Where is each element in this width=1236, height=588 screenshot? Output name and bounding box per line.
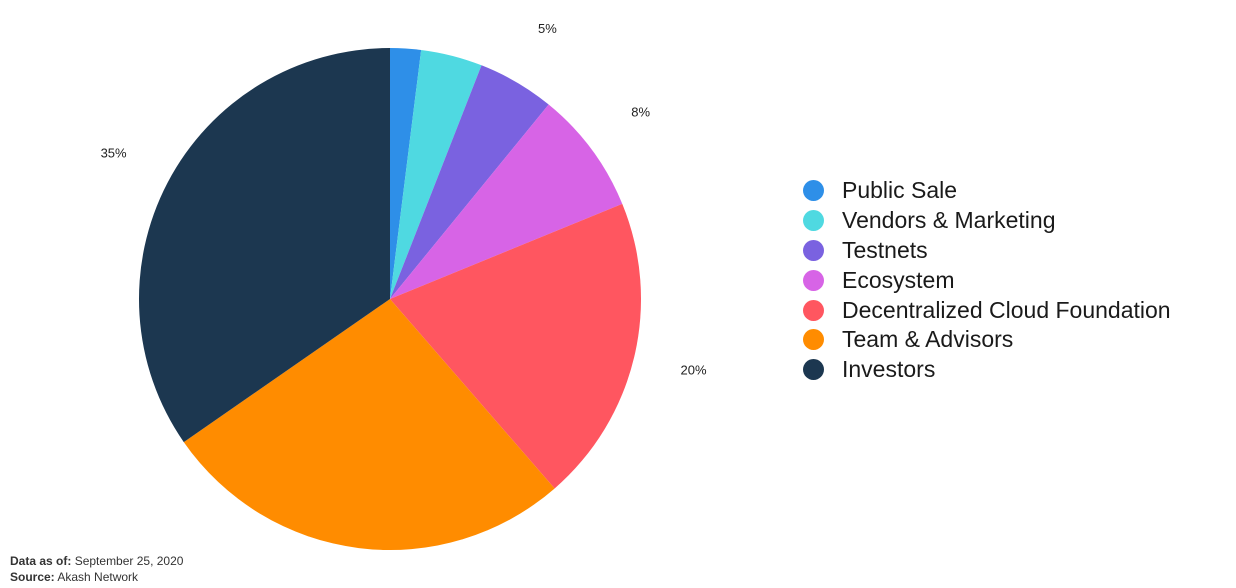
chart-legend: Public Sale Vendors & Marketing Testnets Ec… xyxy=(803,176,1171,385)
legend-item-investors: Investors xyxy=(803,355,1171,385)
legend-label: Investors xyxy=(842,356,936,383)
legend-item-vendors-and-marketing: Vendors & Marketing xyxy=(803,206,1171,236)
pie-label-vendors-and-marketing: 4% xyxy=(457,0,476,3)
pie-slice-decentralized-cloud-foundation xyxy=(390,203,642,489)
pie-labels: 2%4%5%8%20%27%35% xyxy=(101,0,707,378)
source-value: Akash Network xyxy=(57,570,139,584)
legend-item-ecosystem: Ecosystem xyxy=(803,265,1171,295)
legend-item-decentralized-cloud-foundation: Decentralized Cloud Foundation xyxy=(803,295,1171,325)
source-label: Source: xyxy=(10,570,55,584)
legend-item-testnets: Testnets xyxy=(803,236,1171,266)
data-date-label: Data as of: xyxy=(10,554,72,568)
data-date-value: September 25, 2020 xyxy=(74,554,184,568)
legend-swatch-icon xyxy=(803,239,824,261)
legend-label: Vendors & Marketing xyxy=(842,207,1056,234)
pie-label-investors: 35% xyxy=(101,146,127,161)
pie-slice-vendors-and-marketing xyxy=(390,49,482,299)
pie-slice-team-and-advisors xyxy=(183,299,555,551)
pie-label-decentralized-cloud-foundation: 20% xyxy=(680,363,706,378)
source-line: Source: Akash Network xyxy=(10,569,183,585)
legend-label: Decentralized Cloud Foundation xyxy=(842,296,1171,323)
pie-slice-testnets xyxy=(390,65,549,299)
legend-label: Public Sale xyxy=(842,177,958,204)
legend-swatch-icon xyxy=(803,210,824,232)
legend-swatch-icon xyxy=(803,269,824,291)
legend-label: Team & Advisors xyxy=(842,326,1014,353)
legend-swatch-icon xyxy=(803,180,824,202)
data-date-line: Data as of: September 25, 2020 xyxy=(10,553,183,569)
chart-footnote: Data as of: September 25, 2020 Source: A… xyxy=(10,553,183,585)
pie-slices xyxy=(138,47,642,551)
legend-item-public-sale: Public Sale xyxy=(803,176,1171,206)
pie-slice-ecosystem xyxy=(390,104,623,299)
legend-item-team-and-advisors: Team & Advisors xyxy=(803,325,1171,355)
legend-swatch-icon xyxy=(803,299,824,321)
pie-label-ecosystem: 8% xyxy=(631,105,650,120)
legend-label: Ecosystem xyxy=(842,266,955,293)
pie-label-testnets: 5% xyxy=(538,21,557,36)
pie-slice-public-sale xyxy=(390,48,422,299)
legend-label: Testnets xyxy=(842,236,928,263)
legend-swatch-icon xyxy=(803,329,824,351)
pie-slice-investors xyxy=(138,47,390,443)
legend-swatch-icon xyxy=(803,359,824,381)
pie-chart: 2%4%5%8%20%27%35% xyxy=(101,0,707,551)
